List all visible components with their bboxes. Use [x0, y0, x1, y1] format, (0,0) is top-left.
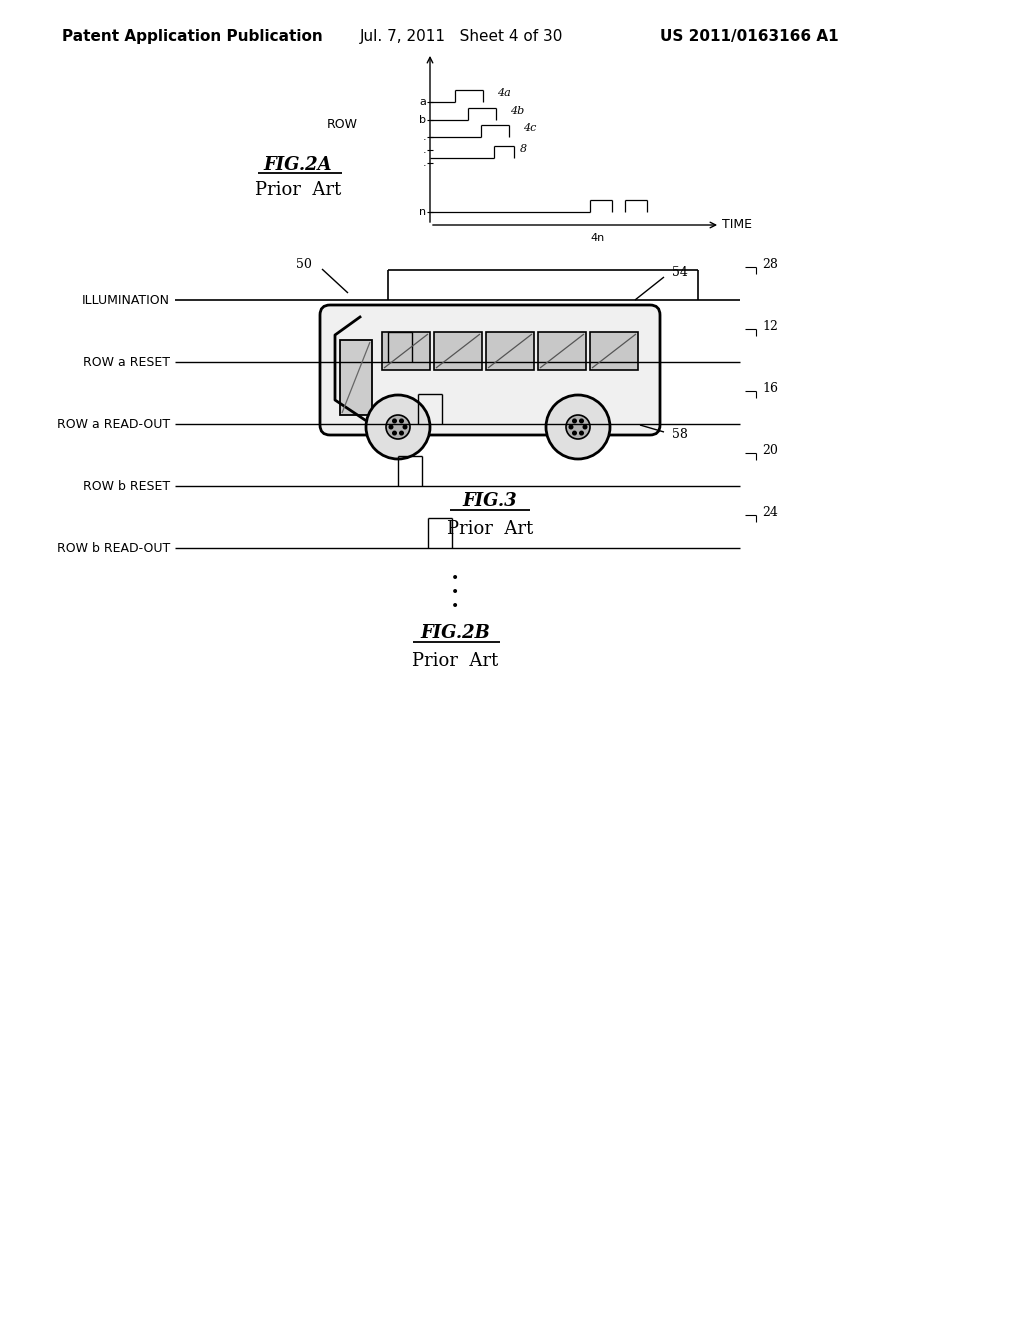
Text: 12: 12	[762, 319, 778, 333]
Text: 24: 24	[762, 506, 778, 519]
Circle shape	[580, 432, 584, 434]
Bar	[486, 333, 534, 370]
Text: .: .	[422, 145, 426, 154]
Text: ROW b RESET: ROW b RESET	[83, 479, 170, 492]
Text: b: b	[419, 115, 426, 125]
Text: .: .	[422, 132, 426, 143]
Text: Jul. 7, 2011   Sheet 4 of 30: Jul. 7, 2011 Sheet 4 of 30	[360, 29, 563, 45]
Text: ROW a READ-OUT: ROW a READ-OUT	[57, 417, 170, 430]
Bar	[382, 333, 430, 370]
Text: a: a	[419, 96, 426, 107]
Circle shape	[399, 432, 403, 434]
Text: Prior  Art: Prior Art	[412, 652, 498, 671]
Text: ROW: ROW	[327, 119, 358, 132]
Text: TIME: TIME	[722, 219, 752, 231]
Text: 4a: 4a	[497, 88, 511, 98]
Circle shape	[366, 395, 430, 459]
Text: 58: 58	[672, 429, 688, 441]
Text: 20: 20	[762, 444, 778, 457]
Text: •: •	[451, 572, 459, 585]
Text: 28: 28	[762, 257, 778, 271]
Text: ROW b READ-OUT: ROW b READ-OUT	[56, 541, 170, 554]
Text: 16: 16	[762, 381, 778, 395]
Text: Prior  Art: Prior Art	[446, 520, 534, 539]
Circle shape	[580, 420, 584, 422]
Text: .: .	[422, 158, 426, 168]
Text: ILLUMINATION: ILLUMINATION	[82, 293, 170, 306]
Text: FIG.2B: FIG.2B	[420, 624, 489, 642]
Circle shape	[403, 425, 407, 429]
Text: 4b: 4b	[510, 106, 524, 116]
Circle shape	[392, 432, 396, 434]
Circle shape	[566, 414, 590, 440]
Circle shape	[546, 395, 610, 459]
Circle shape	[572, 420, 577, 422]
Circle shape	[389, 425, 393, 429]
Bar	[434, 333, 482, 370]
Text: Prior  Art: Prior Art	[255, 181, 341, 199]
Text: 4n: 4n	[591, 234, 605, 243]
Text: 50: 50	[296, 259, 312, 272]
Text: FIG.2A: FIG.2A	[264, 156, 333, 174]
Text: •: •	[451, 599, 459, 612]
Bar	[590, 333, 638, 370]
Circle shape	[572, 432, 577, 434]
Text: 4c: 4c	[523, 123, 537, 133]
Circle shape	[584, 425, 587, 429]
Text: FIG.3: FIG.3	[463, 492, 517, 510]
Text: 54: 54	[672, 267, 688, 280]
FancyBboxPatch shape	[319, 305, 660, 436]
Text: 8: 8	[520, 144, 527, 154]
Text: Patent Application Publication: Patent Application Publication	[62, 29, 323, 45]
Text: ROW a RESET: ROW a RESET	[83, 355, 170, 368]
Circle shape	[386, 414, 410, 440]
Bar	[538, 333, 586, 370]
Circle shape	[569, 425, 572, 429]
Circle shape	[399, 420, 403, 422]
Text: n: n	[419, 207, 426, 216]
Bar	[340, 341, 372, 414]
Text: US 2011/0163166 A1: US 2011/0163166 A1	[660, 29, 839, 45]
Text: •: •	[451, 585, 459, 599]
Circle shape	[392, 420, 396, 422]
